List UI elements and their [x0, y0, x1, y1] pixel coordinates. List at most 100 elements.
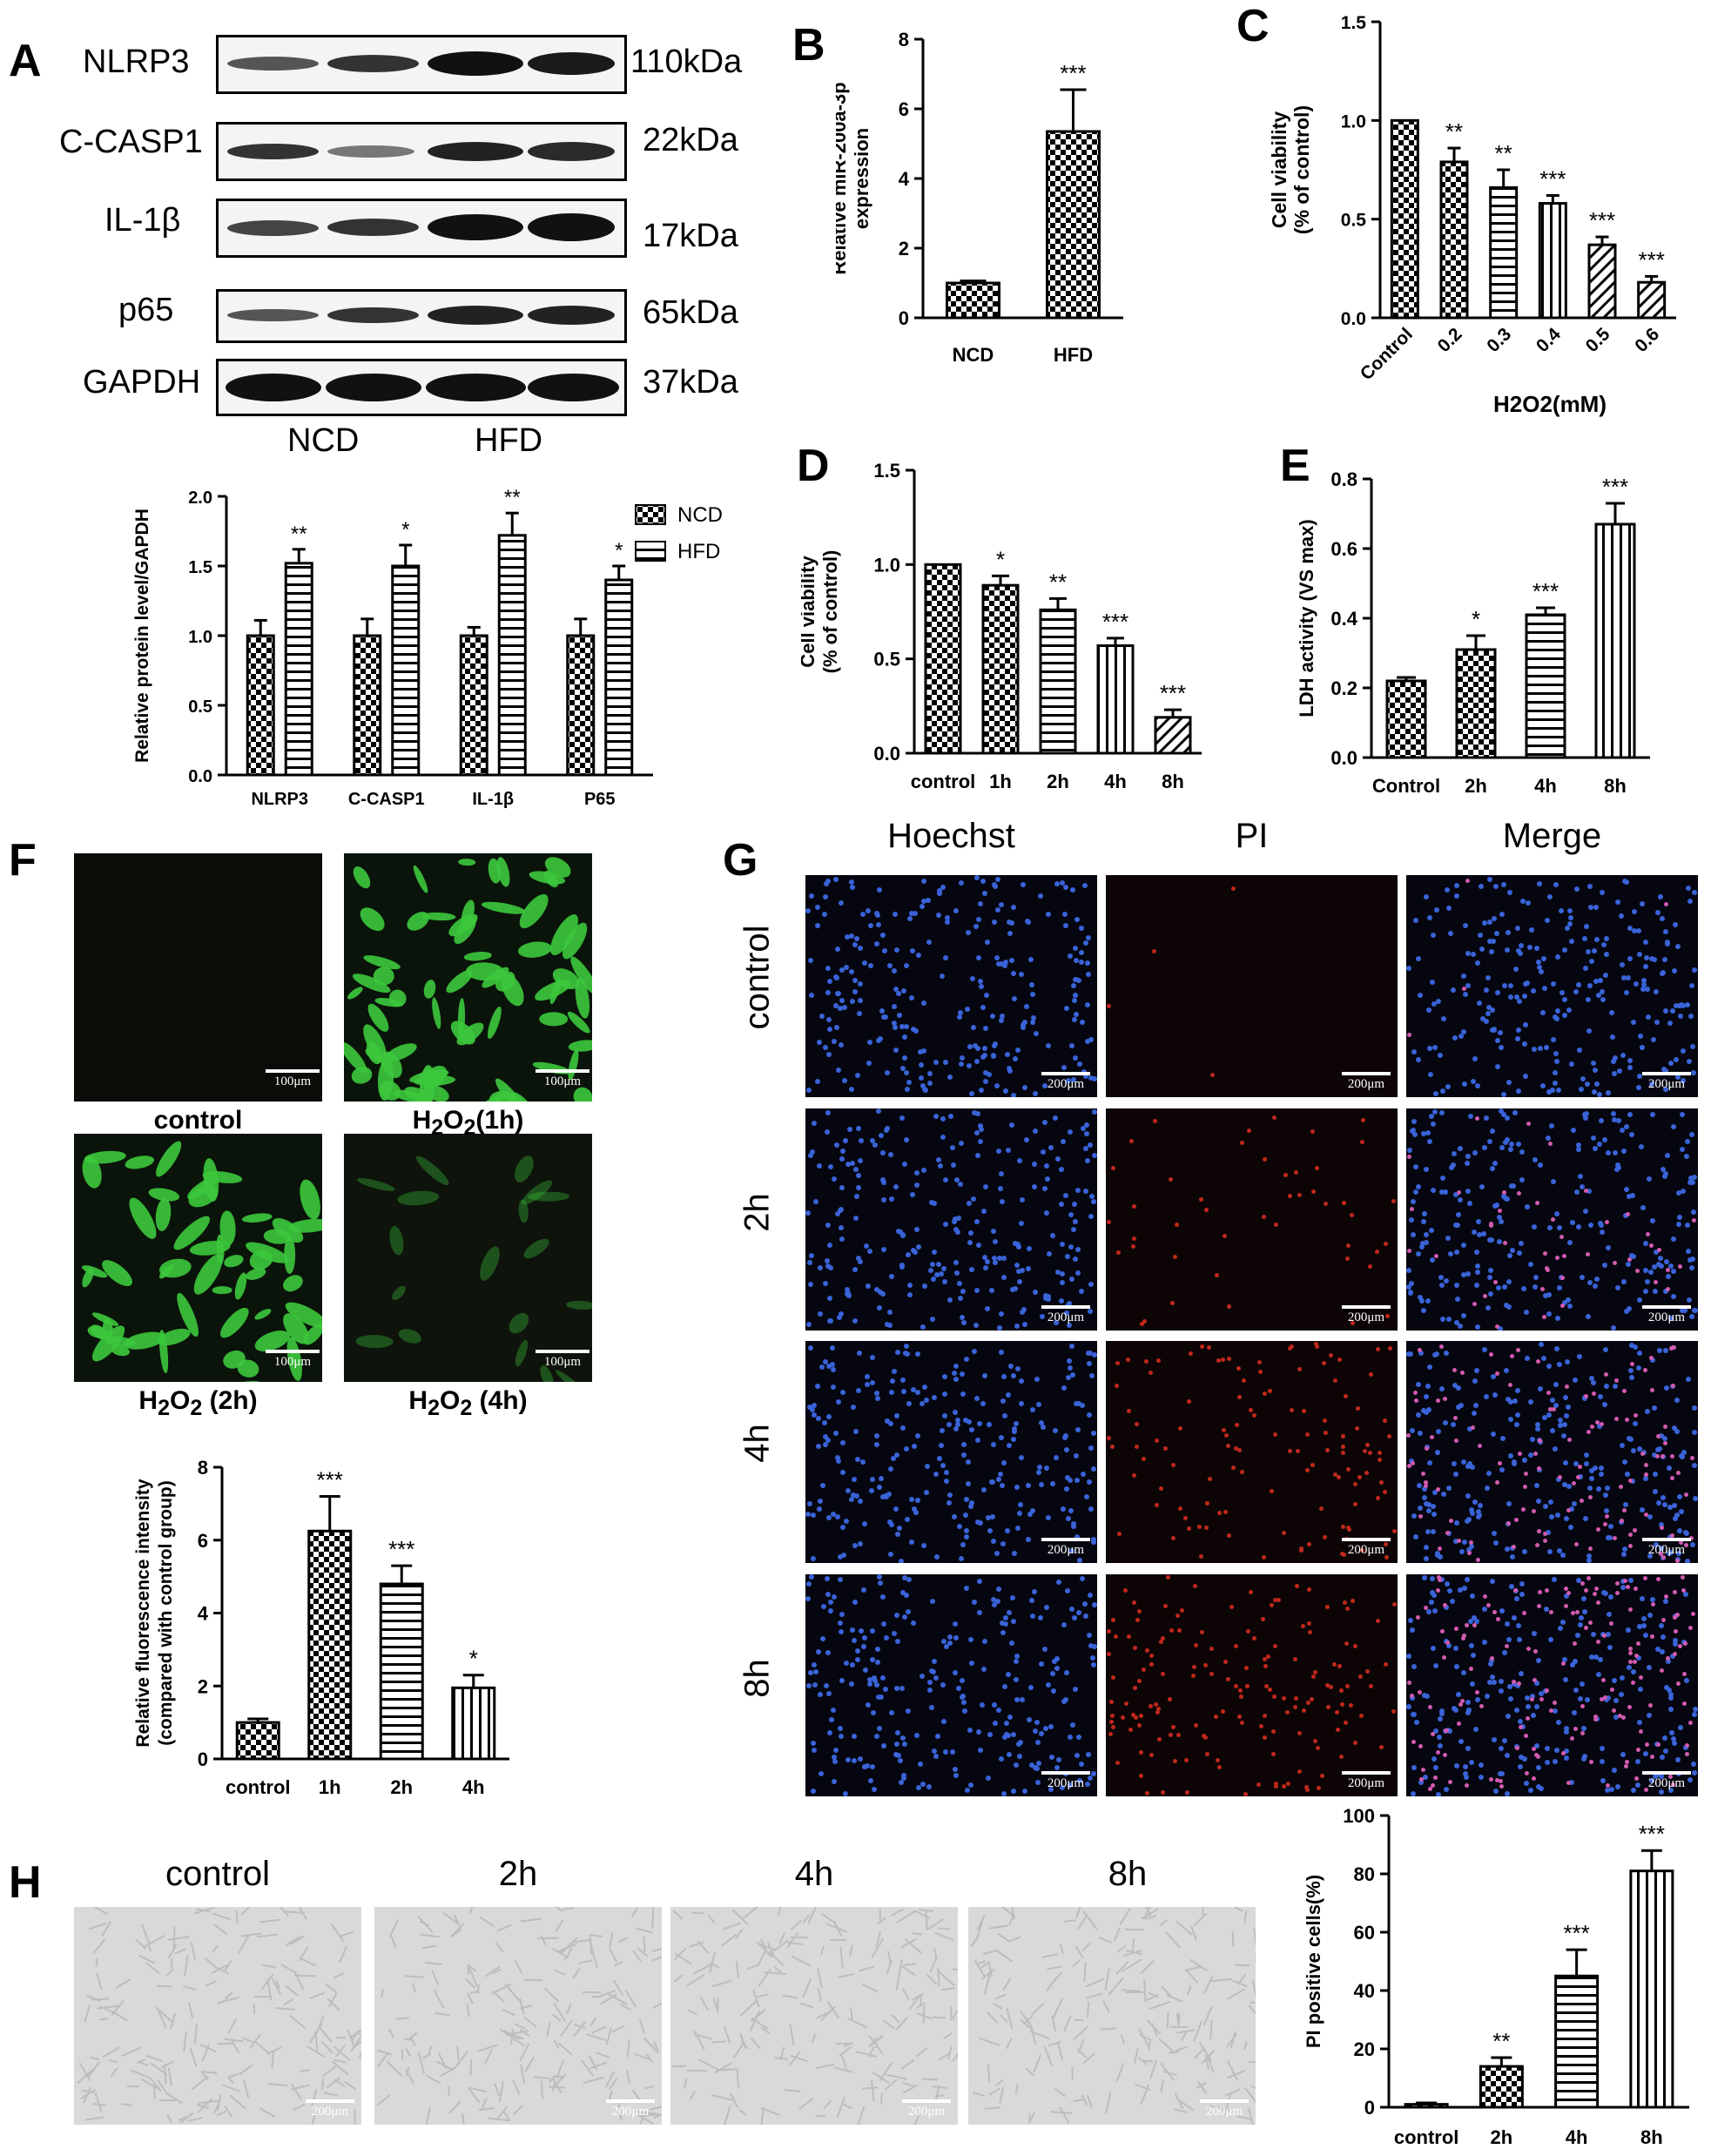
- scale-label: 200μm: [1647, 1543, 1686, 1557]
- panel-letter-b: B: [792, 20, 825, 71]
- bar: [1404, 2103, 1449, 2109]
- significance-label: **: [291, 522, 307, 546]
- bar: [1439, 160, 1469, 320]
- bar: [451, 1686, 496, 1761]
- bar: [391, 564, 421, 777]
- hoechst-image-4h: 200μm: [805, 1341, 1097, 1563]
- scale-bar: 200μm: [1642, 1072, 1691, 1092]
- blot-group-label: NCD: [287, 422, 360, 459]
- x-tick-label: 1h: [319, 1776, 341, 1798]
- y-tick-label: 0.5: [873, 649, 900, 670]
- chart-b-mir200a: 0 2 4 6 8 Relative miR-200a-3pexpression NCD **…: [836, 29, 1123, 366]
- x-tick-label: P65: [584, 790, 616, 809]
- scale-label: 200μm: [1347, 1077, 1385, 1091]
- bar: [1385, 679, 1427, 759]
- pi-image-control: 200μm: [1106, 875, 1398, 1097]
- y-tick-label: 2: [198, 1675, 208, 1697]
- scale-label: 200μm: [1347, 1776, 1385, 1790]
- scale-bar: 200μm: [606, 2099, 655, 2119]
- y-tick-label: 100: [1343, 1805, 1375, 1827]
- column-header-merge: Merge: [1502, 817, 1602, 855]
- y-axis-label: Cell viability(% of control): [801, 550, 841, 674]
- x-tick-label: 2h: [1465, 775, 1487, 797]
- bar: [1587, 243, 1617, 320]
- brightfield-image-2h: 200μm: [374, 1907, 662, 2125]
- merge-image-4h: 200μm: [1406, 1341, 1698, 1563]
- scale-label: 200μm: [1047, 1543, 1085, 1557]
- bar: [981, 583, 1020, 755]
- merge-image-control: 200μm: [1406, 875, 1698, 1097]
- scale-bar: 100μm: [266, 1350, 320, 1370]
- blot-size-label: 37kDa: [643, 364, 738, 401]
- blot-size-label: 110kDa: [630, 44, 743, 80]
- x-tick-label: 0.5: [1582, 324, 1614, 356]
- x-tick-label: control: [1394, 2126, 1459, 2148]
- pi-image-8h: 200μm: [1106, 1574, 1398, 1796]
- scale-label: 200μm: [1047, 1077, 1085, 1091]
- brightfield-header-4h: 4h: [794, 1855, 834, 1893]
- y-tick-label: 2.0: [188, 488, 212, 508]
- significance-label: ***: [1589, 207, 1615, 233]
- scale-bar: 200μm: [1041, 1538, 1090, 1558]
- bar: [379, 1582, 424, 1761]
- y-tick-label: 0.5: [188, 697, 212, 717]
- y-tick-label: 6: [198, 1530, 208, 1552]
- x-tick-label: control: [226, 1776, 291, 1798]
- blot-protein-label: GAPDH: [83, 364, 201, 401]
- y-tick-label: 0.5: [1341, 211, 1367, 231]
- pi-image-4h: 200μm: [1106, 1341, 1398, 1563]
- y-tick-label: 0.0: [873, 743, 900, 765]
- blot-size-label: 65kDa: [643, 294, 738, 331]
- blot-protein-label: p65: [118, 292, 174, 328]
- bar: [946, 281, 1000, 320]
- y-axis-label: Relative fluorescence intensity (compared…: [133, 1479, 176, 1747]
- significance-label: **: [1492, 2028, 1510, 2054]
- blot-row-gapdh: [216, 359, 627, 416]
- scale-label: 100μm: [543, 1075, 582, 1088]
- panel-letter-c: C: [1236, 1, 1270, 51]
- scale-bar: 200μm: [1041, 1072, 1090, 1092]
- bar: [1455, 648, 1497, 759]
- hoechst-image-control: 200μm: [805, 875, 1097, 1097]
- bar: [566, 634, 596, 777]
- bar: [307, 1529, 353, 1761]
- bar: [1629, 1870, 1674, 2109]
- y-axis-label: Relative miR-200a-3pexpression: [836, 82, 872, 274]
- y-tick-label: 0: [1364, 2097, 1375, 2119]
- x-tick-label: 0.4: [1532, 324, 1565, 356]
- chart-f-fluorescence: 0 2 4 6 8 Relative fluorescence intensity (com…: [133, 1457, 509, 1798]
- blot-row-ccasp1: [216, 122, 627, 181]
- scale-label: 200μm: [1047, 1776, 1085, 1790]
- y-axis-label: Relative protein level/GAPDH: [132, 509, 152, 763]
- y-tick-label: 0: [198, 1748, 208, 1770]
- scale-label: 200μm: [907, 2105, 946, 2119]
- scale-bar: 200μm: [1041, 1771, 1090, 1791]
- x-tick-label: Control: [1357, 324, 1417, 384]
- significance-label: ***: [1539, 165, 1566, 192]
- y-axis-label: LDH activity (VS max): [1296, 519, 1317, 717]
- scale-bar: 100μm: [266, 1069, 320, 1089]
- significance-label: ***: [1639, 1821, 1665, 1847]
- panel-letter-h: H: [9, 1857, 42, 1908]
- y-tick-label: 0.6: [1330, 538, 1357, 560]
- y-tick-label: 1.0: [188, 628, 212, 647]
- row-header-control: control: [738, 925, 777, 1030]
- y-tick-label: 1.5: [873, 460, 900, 482]
- significance-label: **: [1495, 140, 1512, 166]
- scale-label: 200μm: [1647, 1776, 1686, 1790]
- brightfield-header-8h: 8h: [1108, 1855, 1148, 1893]
- legend-label: HFD: [677, 540, 720, 563]
- blot-size-label: 17kDa: [643, 218, 738, 254]
- blot-group-label: HFD: [475, 422, 543, 459]
- column-header-pi: PI: [1235, 817, 1269, 855]
- scale-bar: 100μm: [536, 1069, 589, 1089]
- x-tick-label: Control: [1372, 775, 1440, 797]
- bar: [1594, 522, 1636, 759]
- scale-label: 200μm: [1347, 1543, 1385, 1557]
- bar: [353, 634, 382, 777]
- y-tick-label: 0.0: [1330, 747, 1357, 769]
- scale-bar: 200μm: [1342, 1538, 1391, 1558]
- chart-c-viability-dose: 0.0 0.5 1.0 1.5 Cell viability(% of control)…: [1268, 13, 1676, 417]
- blot-size-label: 22kDa: [643, 122, 738, 158]
- panel-letter-d: D: [797, 441, 830, 491]
